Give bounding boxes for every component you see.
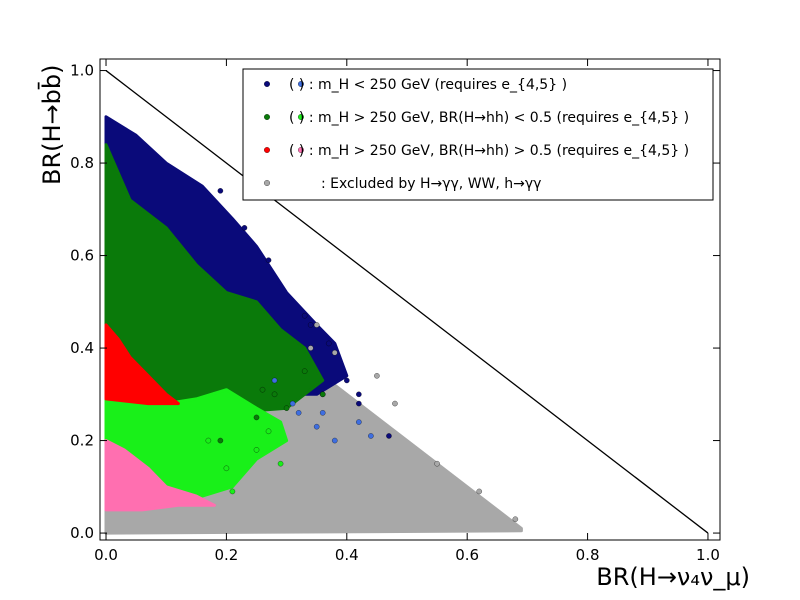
legend-label-2: ( ) : m_H > 250 GeV, BR(H→hh) > 0.5 (req… <box>289 143 689 159</box>
legend-label-1: ( ) : m_H > 250 GeV, BR(H→hh) < 0.5 (req… <box>289 110 689 126</box>
legend-marker-0 <box>264 81 270 87</box>
legend-label-0: ( ) : m_H < 250 GeV (requires e_{4,5} ) <box>289 77 567 93</box>
plot-frame <box>99 58 721 541</box>
scatter-point-4-4 <box>392 400 398 407</box>
scatter-point-2-3 <box>253 414 260 421</box>
scatter-point-2-0 <box>271 391 278 398</box>
scatter-point-0-6 <box>344 377 350 384</box>
scatter-point-2-5 <box>301 368 308 374</box>
scatter-point-1-4 <box>356 419 362 425</box>
scatter-point-0-5 <box>325 340 332 347</box>
scatter-point-4-7 <box>512 516 519 522</box>
legend-marker-1 <box>264 114 270 120</box>
y-tick-label: 0.0 <box>70 524 94 542</box>
scatter-point-0-3 <box>301 312 308 319</box>
scatter-point-2-6 <box>259 386 266 393</box>
x-tick-label: 0.2 <box>214 546 238 564</box>
x-tick-label: 1.0 <box>696 546 720 564</box>
reference-line <box>105 70 709 534</box>
legend-label-3: : Excluded by H→γγ, WW, h→γγ <box>321 176 541 192</box>
legend-marker-alt-2 <box>298 147 304 153</box>
scatter-point-4-2 <box>332 349 338 356</box>
reference-line-group <box>105 70 709 534</box>
scatter-point-1-2 <box>313 423 320 430</box>
scatter-point-3-1 <box>253 447 260 453</box>
scatter-point-3-2 <box>277 460 284 467</box>
legend-marker-alt-1 <box>298 114 304 120</box>
legend: ( ) : m_H < 250 GeV (requires e_{4,5} ) (… <box>242 68 714 201</box>
y-axis-label: BR(H→bb̄) <box>37 65 66 186</box>
x-tick-label: 0.6 <box>455 546 479 564</box>
scatter-point-4-6 <box>476 488 482 495</box>
scatter-region-4 <box>104 323 180 406</box>
chart-points <box>205 188 519 522</box>
scatter-point-0-2 <box>265 257 272 263</box>
scatter-point-2-4 <box>217 437 224 444</box>
y-tick-label: 0.8 <box>70 154 94 172</box>
scatter-point-4-5 <box>434 460 440 467</box>
scatter-point-2-2 <box>283 405 290 411</box>
scatter-point-1-3 <box>332 437 338 444</box>
scatter-point-4-3 <box>374 373 380 379</box>
scatter-point-2-1 <box>319 391 326 398</box>
scatter-point-1-6 <box>289 400 296 407</box>
scatter-point-1-1 <box>295 410 302 416</box>
scatter-point-3-3 <box>223 465 230 472</box>
scatter-point-0-9 <box>356 391 362 398</box>
y-ticks: 0.0 0.2 0.4 0.6 0.8 1.0 <box>70 62 720 542</box>
scatter-point-0-4 <box>307 322 314 328</box>
scatter-region-5 <box>104 439 216 512</box>
legend-marker-alt-0 <box>298 81 304 87</box>
legend-frame <box>242 68 714 201</box>
x-tick-label: 0.8 <box>576 546 600 564</box>
chart-regions <box>104 115 523 535</box>
x-tick-label: 0.0 <box>94 546 118 564</box>
scatter-point-1-0 <box>271 377 278 384</box>
scatter-point-3-0 <box>229 488 236 495</box>
legend-marker-3 <box>264 180 270 186</box>
x-ticks: 0.0 0.2 0.4 0.6 0.8 1.0 <box>94 59 720 564</box>
scatter-point-0-1 <box>241 225 248 231</box>
legend-marker-2 <box>264 147 270 153</box>
x-axis-label: BR(H→ν₄ν_μ) <box>596 563 750 591</box>
scatter-point-3-5 <box>265 428 272 435</box>
scatter-point-4-1 <box>313 322 320 328</box>
scatter-point-0-7 <box>356 400 362 407</box>
y-tick-label: 0.6 <box>70 247 94 265</box>
scatter-point-1-7 <box>319 410 326 416</box>
scatter-point-0-8 <box>386 433 392 439</box>
y-tick-label: 0.4 <box>70 339 94 357</box>
scatter-point-0-0 <box>217 188 224 194</box>
y-tick-label: 1.0 <box>70 62 94 80</box>
y-tick-label: 0.2 <box>70 432 94 450</box>
scatter-point-1-5 <box>368 433 374 439</box>
x-tick-label: 0.4 <box>335 546 359 564</box>
scatter-point-3-4 <box>205 437 212 444</box>
scatter-point-4-0 <box>307 345 314 351</box>
